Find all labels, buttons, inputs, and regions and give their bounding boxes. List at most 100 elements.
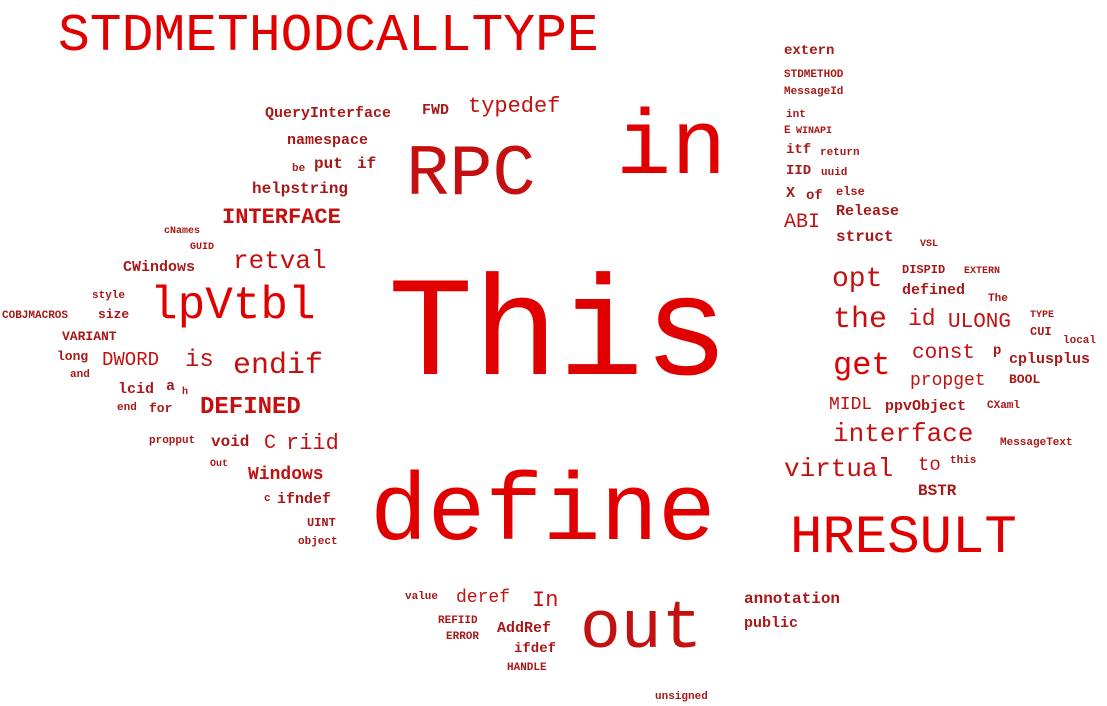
word-cwindows: CWindows <box>123 259 196 276</box>
word-cxaml: CXaml <box>987 400 1021 412</box>
word-the-upper: The <box>988 293 1008 305</box>
word-messagetext: MessageText <box>1000 437 1073 449</box>
word-interface-upper: INTERFACE <box>222 205 341 230</box>
word-propput: propput <box>149 435 196 447</box>
word-struct: struct <box>836 228 894 246</box>
word-defined: defined <box>902 282 966 299</box>
word-variant: VARIANT <box>62 329 117 344</box>
word-winapi: WINAPI <box>796 126 833 137</box>
word-stdmethod: STDMETHOD <box>784 69 844 81</box>
word-ppvobject: ppvObject <box>885 398 967 415</box>
word-the: the <box>833 303 888 337</box>
word-vsl: VSL <box>920 239 939 250</box>
word-const: const <box>912 342 976 365</box>
word-in: in <box>616 96 727 201</box>
word-retval: retval <box>233 246 327 276</box>
word-put: put <box>314 155 343 173</box>
word-bool: BOOL <box>1009 372 1041 387</box>
word-queryinterface: QueryInterface <box>265 105 392 122</box>
word-ulong: ULONG <box>948 311 1012 334</box>
word-this-small: this <box>950 455 977 467</box>
word-ifdef: ifdef <box>514 641 557 657</box>
word-get: get <box>833 347 891 384</box>
word-opt: opt <box>832 264 883 295</box>
word-uint: UINT <box>307 516 336 530</box>
word-cui: CUI <box>1030 325 1052 339</box>
word-public: public <box>744 615 799 632</box>
word-return: return <box>820 147 860 159</box>
word-value: value <box>405 591 439 603</box>
word-rpc: RPC <box>406 134 536 216</box>
word-stdmethodcalltype: STDMETHODCALLTYPE <box>58 6 599 66</box>
word-int: int <box>786 109 806 121</box>
word-messageid: MessageId <box>784 86 844 98</box>
word-itf: itf <box>786 142 812 158</box>
word-annotation: annotation <box>744 590 841 608</box>
word-extern-upper: EXTERN <box>964 266 1001 277</box>
word-long: long <box>57 349 89 364</box>
word-propget: propget <box>910 371 986 391</box>
word-a: a <box>166 378 176 395</box>
word-bstr: BSTR <box>918 482 957 500</box>
word-end: end <box>117 402 137 414</box>
word-id: id <box>908 306 936 332</box>
word-hresult: HRESULT <box>790 508 1017 569</box>
word-helpstring: helpstring <box>252 180 349 198</box>
word-type: TYPE <box>1030 310 1055 321</box>
word-void: void <box>211 433 250 451</box>
word-namespace: namespace <box>287 132 369 149</box>
word-lpvtbl: lpVtbl <box>150 280 316 332</box>
word-local: local <box>1063 335 1097 347</box>
word-of: of <box>806 188 823 204</box>
word-midl: MIDL <box>829 395 873 415</box>
word-interface: interface <box>833 419 974 449</box>
word-this-large: This <box>388 256 729 417</box>
word-extern: extern <box>784 43 835 59</box>
word-refiid: REFIID <box>438 615 478 627</box>
word-guid: GUID <box>190 242 215 253</box>
word-virtual: virtual <box>784 454 894 484</box>
word-deref: deref <box>456 588 511 608</box>
word-defined-upper: DEFINED <box>200 394 301 421</box>
word-style: style <box>92 290 126 302</box>
word-for: for <box>149 401 173 416</box>
word-uuid: uuid <box>821 167 848 179</box>
word-object: object <box>298 536 338 548</box>
word-to: to <box>918 454 941 476</box>
word-e: E <box>784 125 791 137</box>
word-dispid: DISPID <box>902 263 946 277</box>
word-c: c <box>264 493 271 505</box>
word-if: if <box>357 155 377 173</box>
word-cplusplus: cplusplus <box>1009 351 1091 368</box>
word-in-upper: In <box>532 588 559 613</box>
word-p: p <box>993 343 1002 359</box>
word-error: ERROR <box>446 631 480 643</box>
word-dword: DWORD <box>102 349 160 371</box>
word-addref: AddRef <box>497 620 552 637</box>
word-cnames: cNames <box>164 226 201 237</box>
word-out: out <box>580 591 703 668</box>
word-iid: IID <box>786 163 812 179</box>
word-c-upper: C <box>264 432 277 455</box>
word-release: Release <box>836 203 900 220</box>
word-lcid: lcid <box>118 381 155 398</box>
word-size: size <box>98 307 130 322</box>
word-fwd: FWD <box>422 102 450 119</box>
word-unsigned: unsigned <box>655 691 708 703</box>
word-windows: Windows <box>248 465 324 485</box>
word-handle: HANDLE <box>507 662 547 674</box>
word-ifndef: ifndef <box>277 491 332 508</box>
word-h: h <box>182 387 189 398</box>
word-and: and <box>70 369 90 381</box>
word-x: X <box>786 185 796 202</box>
word-cobjmacros: COBJMACROS <box>2 310 69 322</box>
word-out-upper: Out <box>210 459 229 470</box>
word-endif: endif <box>233 349 324 383</box>
word-define: define <box>370 459 716 568</box>
word-riid: riid <box>286 431 339 456</box>
word-else: else <box>836 185 865 199</box>
word-typedef: typedef <box>468 94 561 119</box>
word-be: be <box>292 163 306 175</box>
word-is: is <box>185 347 214 374</box>
